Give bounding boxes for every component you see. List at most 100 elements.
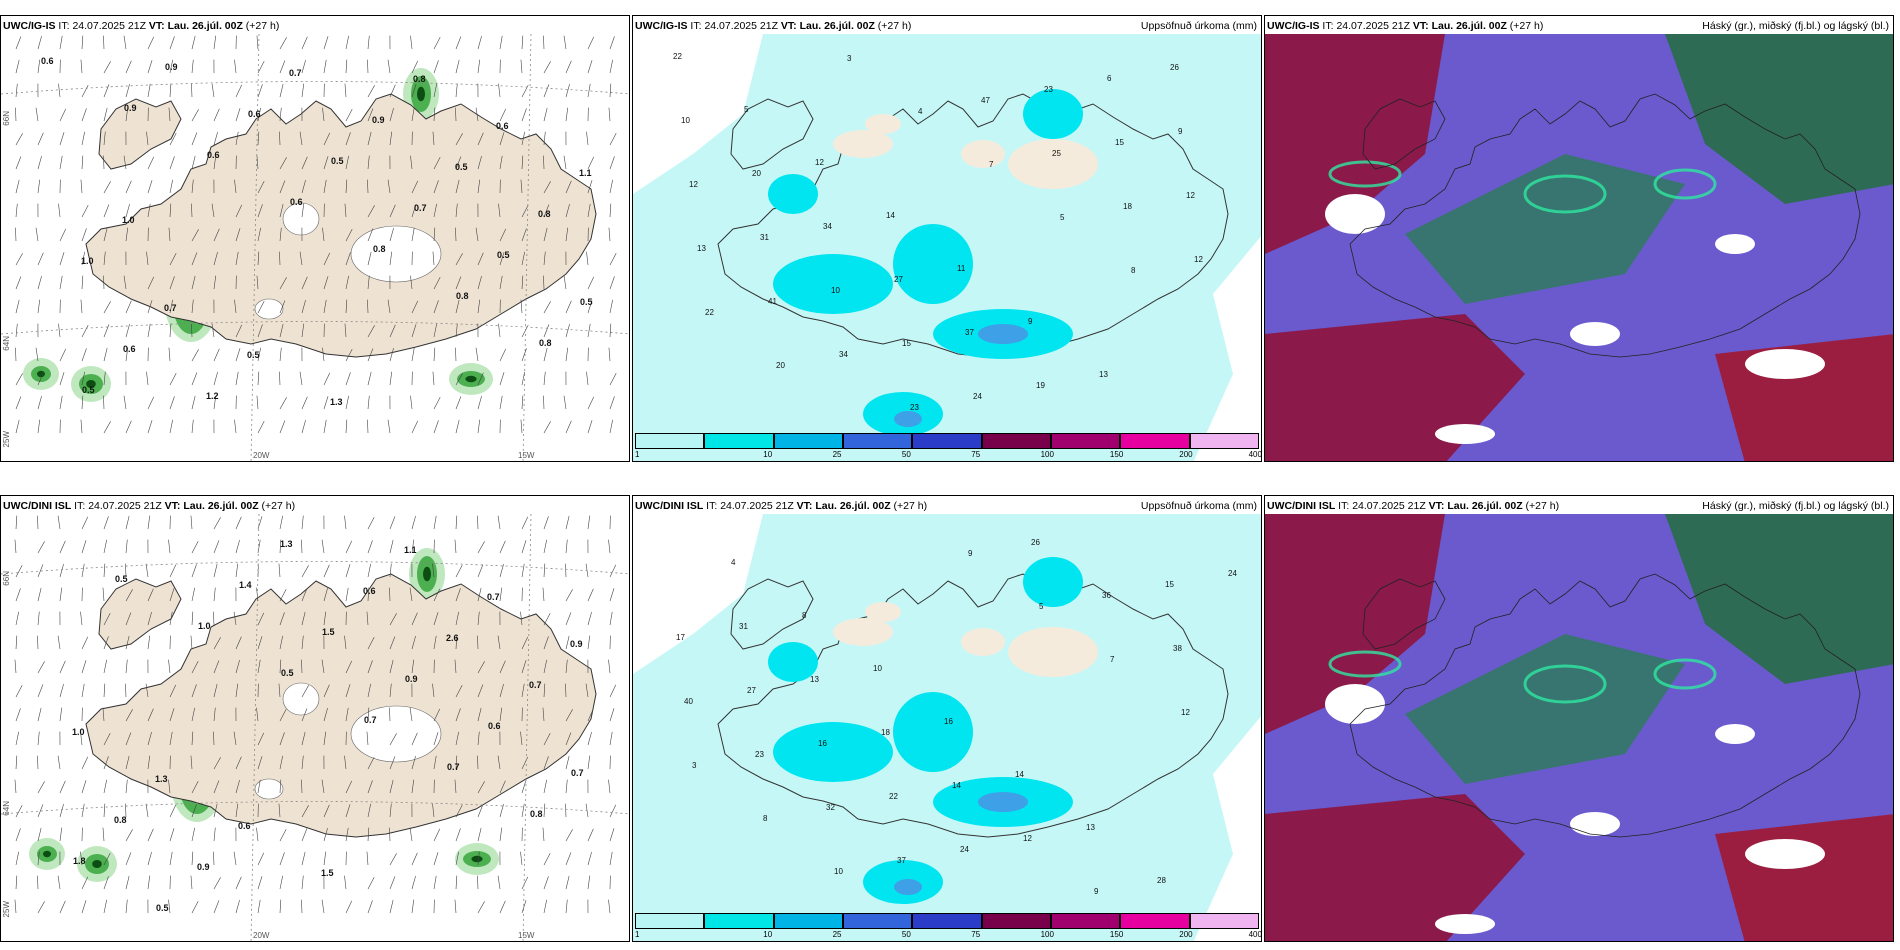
wind-barb <box>147 203 151 218</box>
wind-barb <box>609 203 612 218</box>
wind-barb <box>455 731 459 746</box>
wind-barb <box>455 347 457 362</box>
wind-barb <box>609 804 617 818</box>
wind-barb <box>367 205 375 218</box>
wind-barb <box>587 611 592 626</box>
wind-value-label: 0.6 <box>496 121 509 131</box>
wind-barb <box>411 779 415 794</box>
wind-barb <box>477 707 482 722</box>
wind-barb <box>235 395 237 410</box>
wind-barb <box>565 539 568 554</box>
wind-barb <box>301 347 303 362</box>
wind-value-label: 1.3 <box>280 539 293 549</box>
wind-barb <box>455 419 460 434</box>
wind-barb <box>15 59 20 74</box>
wind-barb <box>59 851 61 866</box>
wind-barb <box>433 899 435 914</box>
wind-barb <box>15 731 19 746</box>
precip-value-label: 47 <box>981 96 990 105</box>
glacier-hofsjokull <box>282 202 320 236</box>
wind-barb <box>587 515 591 530</box>
wind-barb <box>80 731 83 746</box>
wind-barb <box>81 228 87 242</box>
wind-barb <box>367 707 370 722</box>
wind-barb <box>191 611 194 626</box>
wind-barb <box>301 515 304 530</box>
wind-barb <box>257 371 260 386</box>
wind-barb <box>389 876 396 890</box>
rain-area-heavy <box>465 375 477 383</box>
wind-barb <box>543 779 547 794</box>
precip-value-label: 5 <box>1039 602 1044 611</box>
wind-barb <box>477 611 480 626</box>
precip-value-label: 12 <box>815 158 824 167</box>
wind-barb <box>587 420 593 434</box>
wind-barb <box>455 253 463 266</box>
wind-barb <box>455 515 458 530</box>
wind-barb <box>279 420 286 434</box>
wind-barb <box>213 660 220 674</box>
wind-barb <box>147 851 152 866</box>
wind-barb <box>455 755 458 770</box>
wind-value-label: 1.1 <box>404 545 417 555</box>
wind-barb <box>147 107 149 122</box>
panel-precip-igis: UWC/IG-IS IT: 24.07.2025 21Z VT: Lau. 26… <box>632 15 1262 462</box>
vt-value: Lau. 26.júl. 00Z <box>183 500 259 512</box>
wind-barb <box>433 156 441 170</box>
wind-barb <box>235 35 237 50</box>
wind-barb <box>323 276 329 290</box>
clear-sky-area <box>1435 424 1495 444</box>
wind-barb <box>477 299 481 314</box>
wind-barb <box>499 563 504 578</box>
wind-barb <box>103 347 108 362</box>
wind-barb <box>169 323 172 338</box>
wind-barb <box>477 35 482 50</box>
wind-barb <box>499 228 507 242</box>
panel-wind-dini: UWC/DINI ISL IT: 24.07.2025 21Z VT: Lau.… <box>0 495 630 942</box>
wind-barb <box>389 371 393 386</box>
lon-label-15w: 15W <box>518 931 535 940</box>
wind-barb <box>125 875 130 890</box>
precip-value-label: 22 <box>705 308 714 317</box>
wind-barb <box>367 756 375 770</box>
wind-barb <box>389 227 394 242</box>
wind-barb <box>455 276 462 290</box>
graticule-66n <box>1 81 629 95</box>
precip-value-label: 24 <box>973 392 982 401</box>
model-name: UWC/IG-IS <box>3 20 56 32</box>
wind-barb <box>125 899 128 914</box>
precip-value-label: 9 <box>1094 887 1099 896</box>
wind-barb <box>301 107 303 122</box>
wind-barb <box>543 756 549 770</box>
wind-barb <box>80 59 83 74</box>
wind-barb <box>125 755 130 770</box>
wind-barb <box>125 829 133 842</box>
wind-barb <box>213 851 215 866</box>
wind-barb <box>301 635 304 650</box>
vt-label: VT: <box>780 20 797 32</box>
wind-barb <box>169 83 172 98</box>
wind-barb <box>587 323 591 338</box>
wind-barb <box>81 84 89 98</box>
wind-barb <box>235 756 242 770</box>
wind-barb <box>191 83 193 98</box>
wind-barb <box>169 851 173 866</box>
wind-barb <box>59 132 65 146</box>
wind-barb <box>587 300 593 314</box>
wind-barb <box>257 300 265 314</box>
land-westfjords <box>730 98 814 170</box>
it-label: IT: <box>1338 500 1350 512</box>
wind-barb <box>499 252 505 266</box>
wind-barb <box>81 900 87 914</box>
wind-value-label: 0.6 <box>123 344 136 354</box>
wind-barb <box>477 83 479 98</box>
precip-value-label: 16 <box>944 717 953 726</box>
precip-value-label: 13 <box>1086 823 1095 832</box>
wind-barb <box>123 275 127 290</box>
wind-barb <box>543 683 546 698</box>
wind-barb <box>321 539 325 554</box>
wind-barb <box>565 323 570 338</box>
wind-barb <box>279 131 281 146</box>
clear-sky-area <box>1570 812 1620 836</box>
wind-barb <box>367 660 373 674</box>
